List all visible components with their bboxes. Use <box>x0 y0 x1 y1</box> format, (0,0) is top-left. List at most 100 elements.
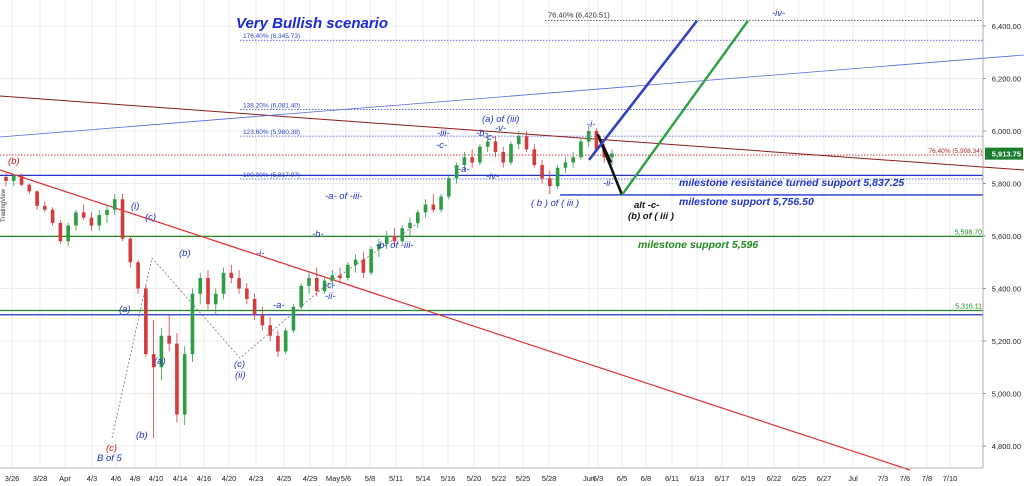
candle <box>206 270 210 310</box>
wave-label: -c- <box>324 280 335 291</box>
projection-path <box>596 133 624 196</box>
y-tick-label: 5,200.00 <box>992 337 1021 346</box>
candle <box>268 317 272 341</box>
candle <box>439 194 443 213</box>
candle <box>322 278 327 294</box>
candle <box>571 152 575 168</box>
wave-label: -i- <box>256 248 264 259</box>
candle <box>454 162 459 184</box>
candle <box>384 230 389 250</box>
x-tick-label: 4/20 <box>222 474 237 483</box>
candle <box>540 159 544 184</box>
x-tick-label: 4/23 <box>249 474 264 483</box>
last-price-tag: 5,913.75 <box>985 147 1023 160</box>
x-tick-label: 6/13 <box>690 474 705 483</box>
x-tick-label: 5/8 <box>365 474 375 483</box>
candle <box>478 144 482 166</box>
candle <box>283 327 288 355</box>
x-tick-label: 6/22 <box>767 474 782 483</box>
wave-label: -b- <box>476 128 488 139</box>
wave-label: (a) <box>154 356 166 367</box>
candle <box>377 238 381 257</box>
candle <box>532 144 537 168</box>
candle <box>392 228 397 247</box>
candle <box>586 125 591 147</box>
level-label: 5,598.70 <box>955 229 982 236</box>
wave-label: -i- <box>587 119 595 130</box>
wave-label: -c- <box>436 140 447 151</box>
level-label: 5,316.11 <box>955 304 982 311</box>
wave-label: -ii- <box>325 291 336 302</box>
projection-path <box>621 20 749 196</box>
trendline-red-falling <box>0 169 911 471</box>
x-tick-label: 7/8 <box>922 474 932 483</box>
candle <box>74 209 78 231</box>
candle <box>50 207 55 226</box>
wave-label: -iii- <box>437 128 450 139</box>
wave-label: (b) <box>136 430 148 441</box>
x-tick-label: 7/3 <box>878 474 888 483</box>
x-tick-label: 5/14 <box>416 474 431 483</box>
candle <box>555 165 560 189</box>
candle <box>493 136 498 158</box>
x-tick-label: 5/28 <box>542 474 557 483</box>
level-label: 176.40% (6,345.73) <box>243 33 300 40</box>
watermark: TradingView <box>1 188 7 222</box>
x-tick-label: 4/16 <box>197 474 212 483</box>
candle <box>299 283 304 310</box>
wave-label: -a- <box>273 300 285 311</box>
y-tick-label: 5,400.00 <box>992 285 1021 294</box>
x-tick-label: 5/22 <box>492 474 507 483</box>
x-tick-label: 5/6 <box>341 474 351 483</box>
candle <box>524 131 529 152</box>
candle <box>213 288 218 315</box>
x-tick-label: 5/25 <box>516 474 531 483</box>
projection-layer <box>587 19 749 196</box>
level-label: 76.40% (5,908.34) <box>929 148 982 155</box>
candle <box>175 333 179 423</box>
horizontal-levels-layer: 76.40% (6,420.51) 176.40% (6,345.73) 138.2… <box>0 11 983 316</box>
candle <box>415 209 420 229</box>
x-tick-label: 5/16 <box>441 474 456 483</box>
wave-label: (c) <box>145 212 156 223</box>
candle <box>431 194 436 213</box>
candle <box>27 183 32 194</box>
y-tick-label: 6,400.00 <box>992 22 1021 31</box>
wave-label: -a- <box>458 164 470 175</box>
candle <box>470 149 474 168</box>
x-tick-label: 6/11 <box>665 474 679 483</box>
wave-label: -b- of -iii- <box>376 240 413 251</box>
candle <box>548 170 552 194</box>
candle <box>260 306 265 331</box>
x-tick-label: 4/10 <box>149 474 164 483</box>
candle <box>144 285 148 357</box>
milestone-label: milestone support 5,756.50 <box>679 196 814 208</box>
candle <box>19 173 24 187</box>
x-tick-label: 6/8 <box>641 474 651 483</box>
trendline-wave-dotted <box>111 221 421 439</box>
candle <box>346 262 350 281</box>
candle <box>314 267 319 297</box>
candle <box>167 314 171 352</box>
y-tick-label: 4,800.00 <box>992 442 1021 451</box>
candle <box>66 222 70 247</box>
x-tick-label: 6/17 <box>715 474 730 483</box>
candle <box>229 264 234 284</box>
candle <box>361 251 366 278</box>
milestone-label: milestone support 5,596 <box>638 239 758 251</box>
wave-label: ( b ) of ( iii ) <box>531 198 579 209</box>
level-label: 76.40% (6,420.51) <box>548 11 610 20</box>
wave-label: (ii) <box>235 370 246 381</box>
candle <box>182 346 187 425</box>
y-tick-label: 6,000.00 <box>992 127 1021 136</box>
candle <box>89 212 94 231</box>
candle <box>120 194 125 242</box>
x-tick-label: 6/19 <box>741 474 756 483</box>
wave-label: (b) <box>8 156 20 167</box>
candle <box>97 209 102 231</box>
x-tick-label: 6/5 <box>617 474 627 483</box>
candle <box>579 138 583 160</box>
x-tick-label: Jul <box>848 474 858 483</box>
